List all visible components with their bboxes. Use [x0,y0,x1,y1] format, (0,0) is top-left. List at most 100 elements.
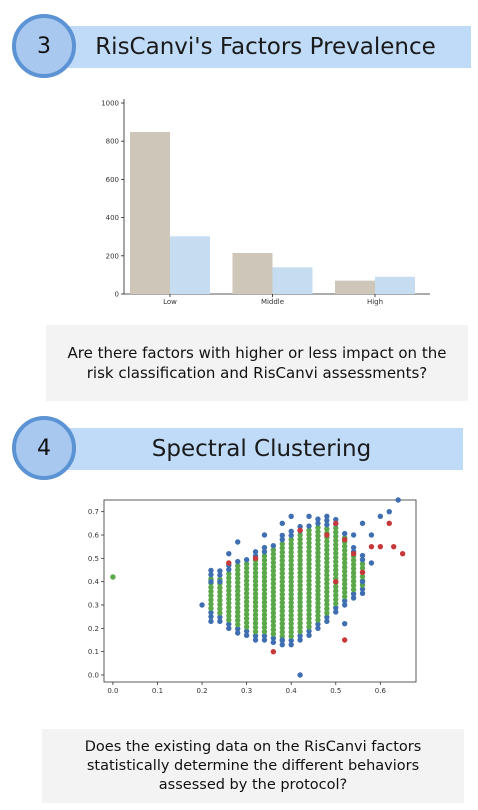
scatter-y-tick-label: 0.1 [88,648,99,656]
scatter-point-green [279,629,285,635]
scatter-point-green [279,633,285,639]
scatter-y-tick-label: 0.0 [88,672,99,680]
scatter-point-green [270,606,277,612]
scatter-point-green [324,572,330,578]
scatter-point-red [324,532,330,538]
scatter-point-blue [208,613,214,620]
scatter-point-red [341,637,348,643]
scatter-point-green [341,543,348,549]
scatter-point-blue [235,630,241,636]
scatter-point-green [226,592,232,598]
scatter-point-blue [288,637,294,644]
scatter-point-green [270,580,277,587]
scatter-point-blue [315,625,321,632]
scatter-point-green [243,565,250,571]
scatter-point-green [279,595,285,602]
scatter-point-blue [324,522,330,528]
section-3-question: Are there factors with higher or less im… [67,344,447,382]
scatter-point-green [288,591,294,597]
scatter-point-green [252,578,259,584]
scatter-point-green [350,586,357,593]
scatter-point-green [270,559,277,566]
scatter-point-blue [252,637,259,643]
scatter-point-blue [315,621,321,627]
scatter-x-tick-label: 0.2 [196,687,207,695]
bar-y-tick-label: 600 [106,176,119,184]
scatter-point-green [315,566,321,573]
scatter-point-green [341,572,348,579]
scatter-point-green [324,543,330,549]
scatter-point-blue [261,549,268,555]
section-3-number: 3 [37,33,51,59]
scatter-point-green [288,570,294,576]
scatter-point-green [341,589,348,596]
scatter-point-green [350,561,357,568]
scatter-point-green [297,553,303,559]
scatter-point-green [243,620,250,626]
scatter-point-green [217,610,223,616]
scatter-point-green [306,552,312,559]
scatter-point-blue [324,618,330,625]
scatter-point-green [333,592,339,598]
scatter-y-tick-label: 0.3 [88,602,99,610]
scatter-point-green [261,578,268,584]
scatter-point-green [306,603,312,609]
scatter-point-green [252,603,259,610]
scatter-point-green [333,584,339,590]
scatter-point-green [333,537,339,544]
scatter-point-green [270,614,277,620]
scatter-point-green [243,599,250,605]
scatter-plot-frame [103,499,417,683]
scatter-point-green [279,553,285,560]
scatter-point-green [261,599,268,605]
scatter-point-green [297,561,303,568]
section-3-header: RisCanvi's Factors Prevalence 3 [0,14,478,78]
scatter-point-blue [217,618,223,625]
scatter-point-red [341,536,348,543]
scatter-point-blue [386,508,392,515]
scatter-point-green [279,608,285,614]
scatter-point-green [297,549,303,555]
scatter-point-green [324,568,330,574]
scatter-point-green [217,597,223,604]
scatter-point-blue [279,532,285,539]
scatter-point-green [252,607,259,614]
scatter-point-green [288,549,294,555]
scatter-point-green [235,596,241,603]
scatter-point-green [315,533,321,539]
scatter-point-blue [368,532,375,538]
scatter-point-red [386,520,392,527]
scatter-point-green [350,557,357,563]
scatter-point-green [341,556,348,562]
scatter-point-green [261,595,268,601]
scatter-point-red [226,560,232,566]
scatter-point-green [270,547,277,553]
bar-x-tick-label: High [367,298,383,306]
scatter-point-green [288,595,294,602]
scatter-point-green [306,582,312,588]
scatter-point-blue [270,639,277,646]
scatter-point-green [252,628,259,635]
scatter-point-green [297,544,303,551]
scatter-point-green [324,547,330,553]
bar-x-tick-label: Low [163,298,177,306]
scatter-point-green [297,574,303,580]
scatter-point-green [297,536,303,542]
scatter-point-blue [252,549,259,555]
scatter-point-green [235,588,241,594]
scatter-x-tick-label: 0.6 [375,687,387,695]
scatter-point-green [279,599,285,606]
section-3-question-box: Are there factors with higher or less im… [46,325,468,401]
scatter-point-green [306,536,312,542]
scatter-point-blue [279,520,285,527]
section-3-title: RisCanvi's Factors Prevalence [95,34,436,60]
scatter-point-green [288,545,294,551]
scatter-point-green [306,540,312,546]
scatter-point-blue [243,557,250,563]
scatter-point-blue [359,590,366,597]
scatter-point-green [261,603,268,610]
scatter-point-green [235,567,241,573]
scatter-point-blue [315,520,321,527]
scatter-point-green [341,551,348,558]
scatter-point-green [333,525,339,531]
